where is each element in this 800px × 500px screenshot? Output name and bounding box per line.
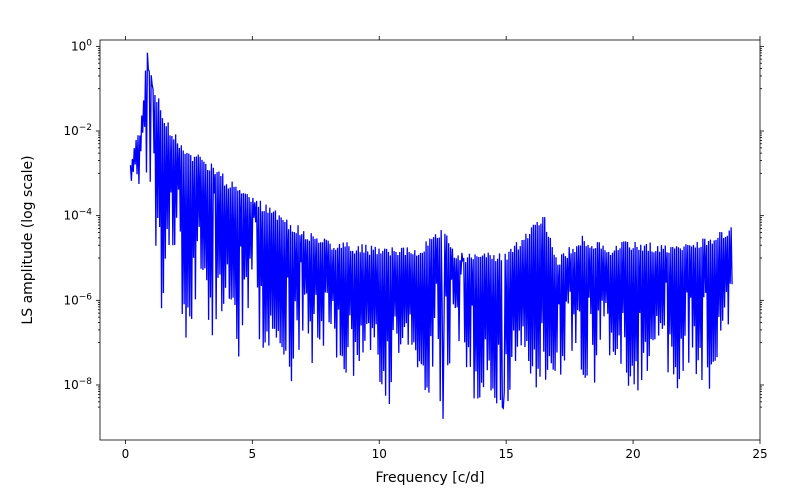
- x-tick-label: 15: [499, 447, 514, 461]
- x-tick-label: 20: [625, 447, 640, 461]
- periodogram-chart: 051015202510−810−610−410−2100Frequency […: [0, 0, 800, 500]
- x-axis-label: Frequency [c/d]: [376, 470, 485, 486]
- y-axis-label: LS amplitude (log scale): [20, 155, 36, 324]
- x-tick-label: 0: [122, 447, 130, 461]
- x-tick-label: 25: [752, 447, 767, 461]
- x-tick-label: 10: [372, 447, 387, 461]
- x-tick-label: 5: [248, 447, 256, 461]
- chart-svg: 051015202510−810−610−410−2100Frequency […: [0, 0, 800, 500]
